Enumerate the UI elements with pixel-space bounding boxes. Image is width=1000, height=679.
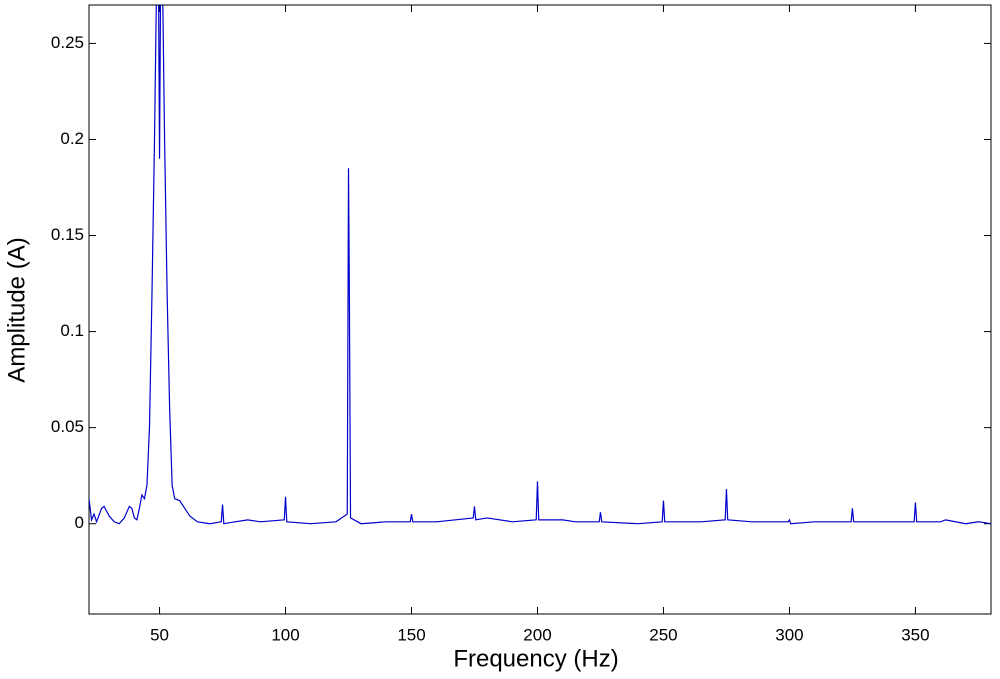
x-tick-label: 300: [775, 625, 803, 644]
spectrum-line: [89, 5, 991, 525]
y-tick-label: 0.05: [51, 417, 84, 436]
x-tick-label: 350: [901, 625, 929, 644]
x-axis-label: Frequency (Hz): [453, 645, 618, 672]
y-tick-label: 0: [75, 513, 84, 532]
y-axis-label: Amplitude (A): [3, 237, 30, 382]
x-tick-label: 50: [150, 625, 169, 644]
plot-frame: [88, 4, 992, 615]
x-tick-label: 250: [649, 625, 677, 644]
x-tick-label: 100: [271, 625, 299, 644]
x-tick-label: 150: [397, 625, 425, 644]
x-tick-label: 200: [523, 625, 551, 644]
y-tick-label: 0.25: [51, 33, 84, 52]
y-tick-label: 0.2: [60, 129, 84, 148]
y-tick-label: 0.15: [51, 225, 84, 244]
y-tick-label: 0.1: [60, 321, 84, 340]
